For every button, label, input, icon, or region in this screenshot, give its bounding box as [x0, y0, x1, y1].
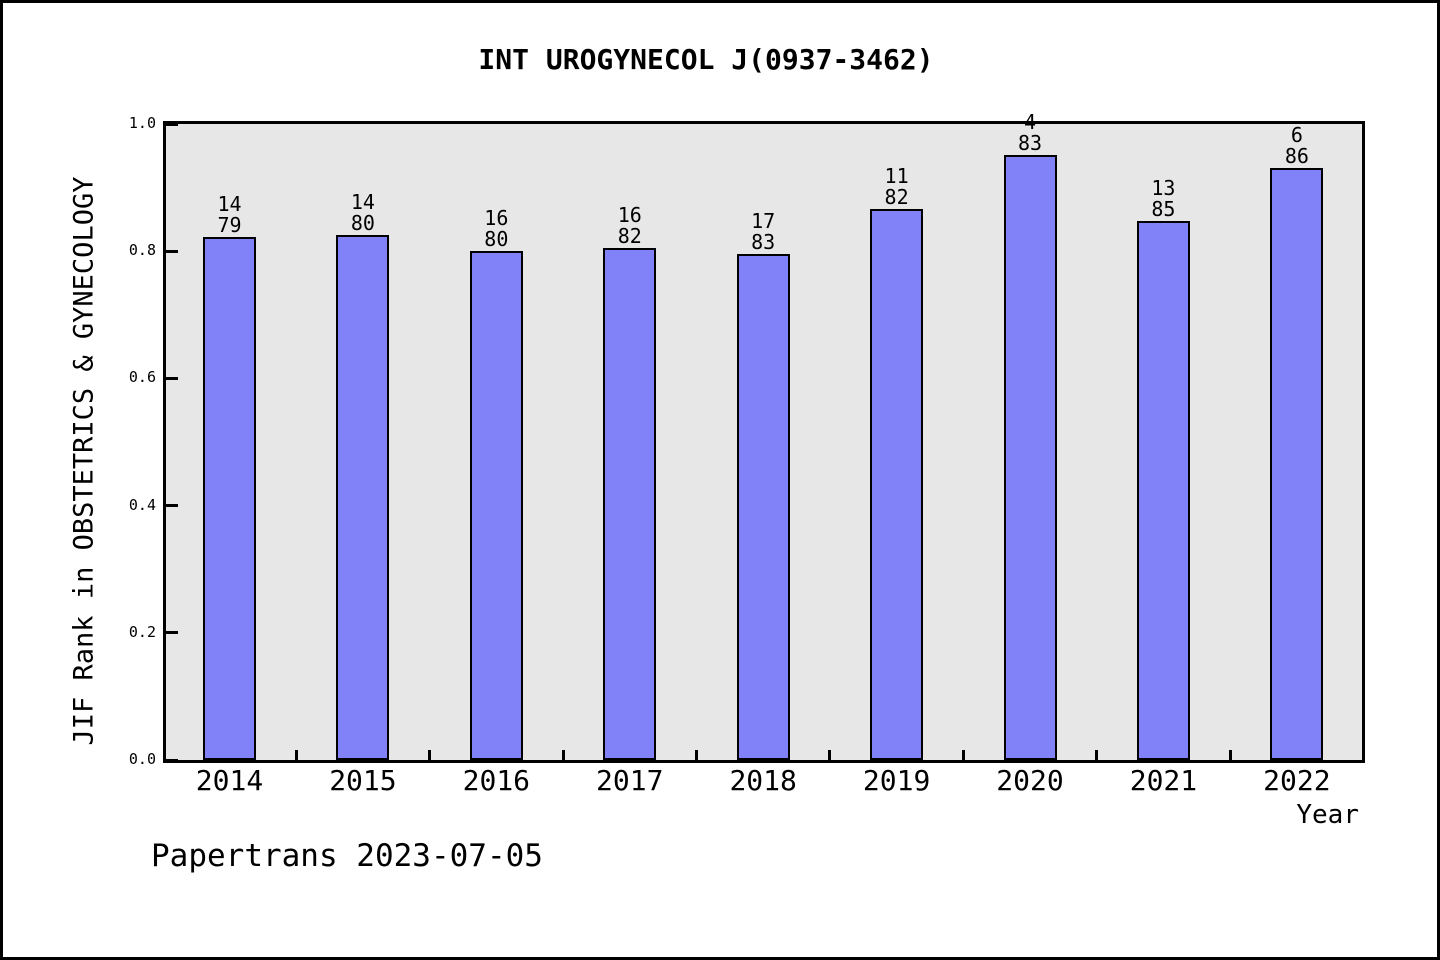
- bar-rank-value: 6: [1290, 123, 1303, 148]
- x-tick-label: 2014: [195, 764, 264, 797]
- x-tick-label: 2017: [596, 764, 664, 797]
- bar-total-value: 86: [1284, 144, 1309, 169]
- x-tick-label: 2022: [1263, 764, 1331, 797]
- y-tick-label: 0.4: [128, 495, 156, 514]
- bar-value-label: 13 85: [1151, 178, 1175, 220]
- watermark-text: Papertrans 2023-07-05: [151, 838, 543, 874]
- bar-total-value: 80: [484, 227, 509, 252]
- bar-2022: [1270, 168, 1324, 760]
- bar-rank-value: 17: [751, 209, 776, 234]
- x-minor-tick: [561, 750, 565, 760]
- bar-total-value: 79: [217, 212, 242, 237]
- y-tick-label: 0.8: [128, 241, 156, 260]
- bar-2014: [203, 236, 256, 760]
- y-axis-label: JIF Rank in OBSTETRICS & GYNECOLOGY: [68, 176, 100, 746]
- bar-value-label: 17 83: [751, 211, 775, 253]
- x-minor-tick: [428, 750, 432, 760]
- bar-value-label: 11 82: [885, 166, 909, 208]
- x-tick-label: 2016: [462, 764, 531, 797]
- x-minor-tick: [294, 750, 298, 760]
- bar-value-label: 16 82: [618, 205, 642, 247]
- x-tick-label: 2018: [729, 764, 797, 797]
- bar-total-value: 82: [617, 224, 642, 249]
- bar-value-label: 14 80: [351, 192, 375, 234]
- bar-value-label: 4 83: [1017, 109, 1043, 155]
- y-tick-label: 0.6: [128, 368, 156, 387]
- x-minor-tick: [1228, 750, 1232, 760]
- y-tick: [166, 249, 178, 253]
- y-tick-label: 0.0: [128, 750, 156, 768]
- x-minor-tick: [694, 750, 698, 760]
- x-minor-tick: [828, 750, 832, 760]
- plot-area: 14 79 14 80 16 80 16 82 17 83 11 82 4 83 13 85 6 86: [163, 111, 1365, 763]
- bar-rank-value: 16: [484, 206, 509, 231]
- y-tick: [166, 122, 178, 126]
- y-tick-label: 0.2: [128, 622, 156, 641]
- bar-rank-value: 13: [1151, 176, 1176, 201]
- bar-total-value: 80: [350, 211, 375, 236]
- bar-rank-value: 14: [217, 191, 242, 216]
- y-tick: [166, 504, 178, 508]
- bar-2021: [1136, 221, 1190, 760]
- bar-total-value: 85: [1151, 197, 1176, 222]
- bar-rank-value: 16: [617, 203, 642, 228]
- y-tick: [166, 631, 178, 635]
- x-minor-tick: [1095, 750, 1099, 760]
- x-minor-tick: [961, 750, 965, 760]
- bar-2016: [469, 251, 523, 760]
- chart-title: INT UROGYNECOL J(0937-3462): [478, 43, 934, 76]
- bar-2018: [736, 254, 790, 760]
- bar-rank-value: 14: [350, 190, 375, 215]
- y-tick: [166, 758, 178, 762]
- bar-value-label: 6 86: [1285, 125, 1309, 167]
- x-tick-label: 2020: [996, 764, 1064, 797]
- bar-value-label: 16 80: [484, 208, 508, 250]
- bar-rank-value: 11: [884, 164, 909, 189]
- x-tick-label: 2019: [862, 764, 931, 797]
- bar-total-value: 83: [751, 230, 776, 255]
- bar-2017: [603, 248, 657, 760]
- bar-rank-value: 4: [1023, 109, 1037, 134]
- y-tick-label: 1.0: [128, 114, 156, 132]
- bar-2015: [336, 235, 390, 760]
- x-axis-label: Year: [1296, 800, 1359, 830]
- bar-2020: [1003, 154, 1057, 760]
- bar-total-value: 83: [1017, 130, 1043, 155]
- bar-total-value: 82: [884, 185, 909, 210]
- y-tick: [166, 376, 178, 380]
- bar-value-label: 14 79: [217, 191, 242, 237]
- x-tick-label: 2015: [329, 764, 397, 797]
- bar-2019: [870, 209, 924, 760]
- x-tick-label: 2021: [1129, 764, 1198, 797]
